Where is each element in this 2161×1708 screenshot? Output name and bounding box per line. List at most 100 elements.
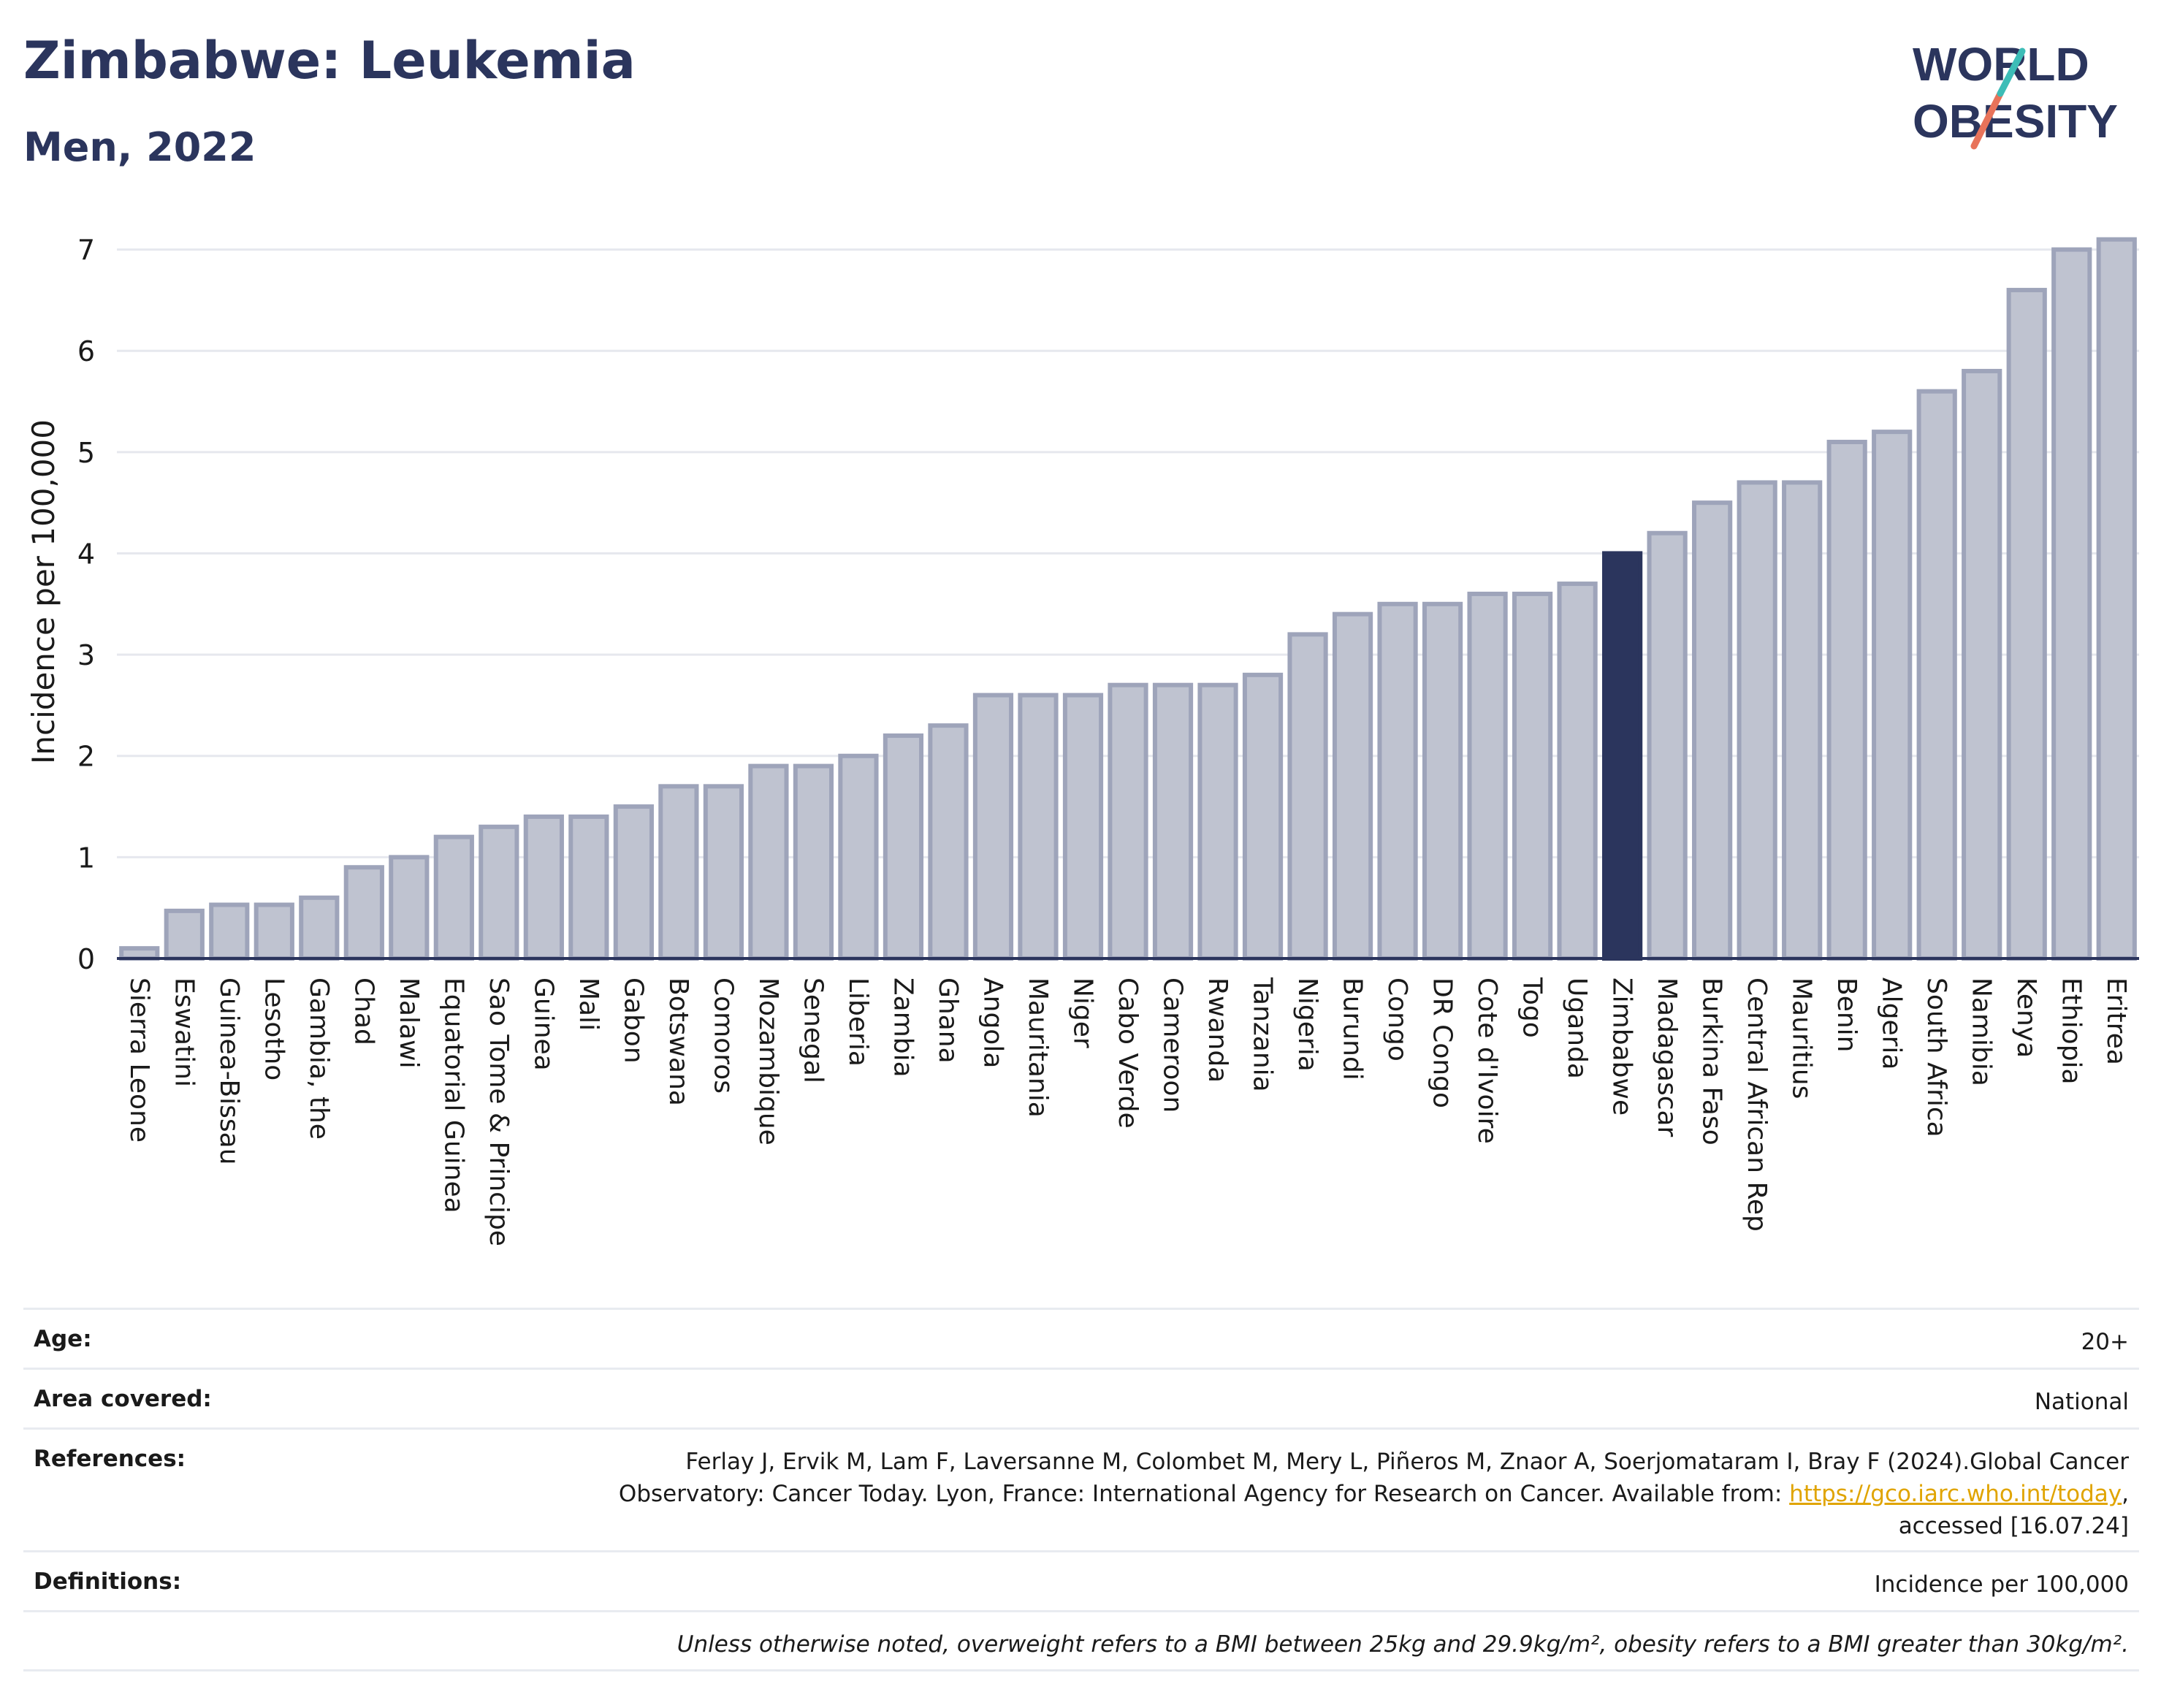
bar (838, 753, 879, 961)
bar (119, 946, 160, 961)
x-tick-label: Eswatini (169, 977, 199, 1087)
x-tick-label: Eritrea (2101, 977, 2131, 1065)
x-tick-label: Liberia (843, 977, 873, 1067)
x-tick-label: Togo (1517, 977, 1547, 1038)
age-value: 20+ (2081, 1329, 2129, 1355)
metadata-table: Age: 20+ Area covered: National Referenc… (23, 1308, 2139, 1671)
bar (883, 733, 924, 961)
meta-row-references: References: Ferlay J, Ervik M, Lam F, La… (23, 1427, 2139, 1550)
x-tick-label: Kenya (2011, 977, 2041, 1058)
x-tick-label: Senegal (798, 977, 828, 1083)
bar (1062, 693, 1104, 961)
bar (523, 814, 564, 961)
definitions-note: Unless otherwise noted, overweight refer… (676, 1631, 2129, 1658)
y-tick-label: 6 (77, 335, 95, 367)
bar (299, 895, 340, 961)
y-tick-label: 7 (77, 235, 95, 267)
bar (389, 855, 430, 961)
x-tick-label: Gabon (618, 977, 648, 1064)
x-tick-label: Madagascar (1652, 977, 1682, 1137)
x-tick-label: Namibia (1967, 977, 1997, 1086)
y-tick-label: 1 (77, 842, 95, 874)
x-tick-label: Sao Tome & Principe (484, 977, 514, 1246)
x-tick-label: Uganda (1562, 977, 1592, 1079)
x-tick-label: Equatorial Guinea (438, 977, 468, 1213)
y-axis-label: Incidence per 100,000 (26, 419, 61, 764)
x-tick-label: Niger (1067, 977, 1097, 1048)
references-line3: accessed [16.07.24] (1898, 1513, 2129, 1539)
references-line1: Ferlay J, Ervik M, Lam F, Laversanne M, … (685, 1449, 2129, 1475)
bar (254, 902, 294, 961)
references-value: Ferlay J, Ervik M, Lam F, Laversanne M, … (619, 1446, 2129, 1550)
definitions-label: Definitions: (34, 1568, 182, 1595)
bar (1287, 632, 1328, 961)
definitions-value: Incidence per 100,000 (1874, 1571, 2129, 1598)
y-tick-label: 3 (77, 639, 95, 671)
meta-row-age: Age: 20+ (23, 1308, 2139, 1368)
references-line2: Observatory: Cancer Today. Lyon, France:… (619, 1478, 2129, 1510)
x-tick-label: Congo (1382, 977, 1412, 1061)
x-tick-label: Cameroon (1158, 977, 1188, 1113)
x-tick-label: Zimbabwe (1607, 977, 1637, 1116)
references-line2-post: , (2122, 1481, 2129, 1507)
logo-slash-coral (1970, 90, 2004, 150)
bar-chart: 0 1 2 3 4 5 6 7 Incidence per 100,000 Sierra Leon… (26, 235, 2139, 1246)
bar (1467, 591, 1508, 961)
bar (658, 784, 699, 961)
bar (793, 763, 834, 961)
bar (1872, 430, 1913, 961)
bar (1647, 530, 1688, 961)
x-tick-label: Burkina Faso (1697, 977, 1727, 1145)
bar (1557, 582, 1598, 961)
bar (2006, 288, 2047, 961)
bar (433, 834, 474, 961)
bar (1242, 672, 1284, 961)
x-tick-label: Guinea (528, 977, 558, 1071)
bar (343, 865, 384, 961)
x-tick-label: Mauritius (1787, 977, 1817, 1099)
age-label: Age: (34, 1326, 92, 1352)
x-tick-label: Guinea-Bissau (214, 977, 244, 1165)
x-tick-label: South Africa (1921, 977, 1951, 1137)
references-label: References: (34, 1446, 186, 1472)
y-tick-label: 4 (77, 538, 95, 570)
x-tick-label: Mali (573, 977, 603, 1031)
bar (1377, 601, 1418, 961)
bar (1692, 500, 1733, 961)
x-tick-label: Mozambique (753, 977, 783, 1145)
x-tick-label: Botswana (663, 977, 693, 1106)
bar (479, 824, 519, 961)
y-tick-label: 2 (77, 741, 95, 773)
x-tick-label: Ghana (933, 977, 963, 1064)
meta-row-definitions: Definitions: Incidence per 100,000 (23, 1550, 2139, 1610)
logo-line1: WORLD (1913, 38, 2089, 91)
x-tick-label: Gambia, the (304, 977, 334, 1140)
x-tick-label: Burundi (1338, 977, 1368, 1080)
logo-slash-teal (1997, 47, 2026, 97)
y-tick-label: 5 (77, 437, 95, 469)
x-tick-label: Ethiopia (2057, 977, 2086, 1085)
references-line2-text: Observatory: Cancer Today. Lyon, France:… (618, 1481, 1790, 1507)
bar (2051, 247, 2092, 961)
world-obesity-logo: WORLD OBESITY (1913, 38, 2118, 150)
bar (703, 784, 744, 961)
bar (1782, 480, 1823, 961)
x-tick-label: Malawi (394, 977, 424, 1069)
x-tick-label: Cabo Verde (1113, 977, 1143, 1129)
x-tick-label: Angola (977, 977, 1007, 1068)
x-tick-label: Mauritania (1023, 977, 1053, 1118)
bar (1422, 601, 1463, 961)
bar (928, 723, 969, 961)
page-title: Zimbabwe: Leukemia (23, 31, 636, 91)
x-tick-label: Nigeria (1292, 977, 1322, 1072)
bar (1018, 693, 1059, 961)
bar (2096, 237, 2137, 961)
bar (568, 814, 609, 961)
references-link[interactable]: https://gco.iarc.who.int/today (1789, 1481, 2122, 1507)
logo-line2: OBESITY (1913, 95, 2118, 148)
meta-row-note: Unless otherwise noted, overweight refer… (23, 1610, 2139, 1671)
page-subtitle: Men, 2022 (23, 124, 256, 170)
x-tick-label: Chad (348, 977, 378, 1045)
x-tick-label: Comoros (708, 977, 738, 1094)
bar (1108, 682, 1148, 961)
